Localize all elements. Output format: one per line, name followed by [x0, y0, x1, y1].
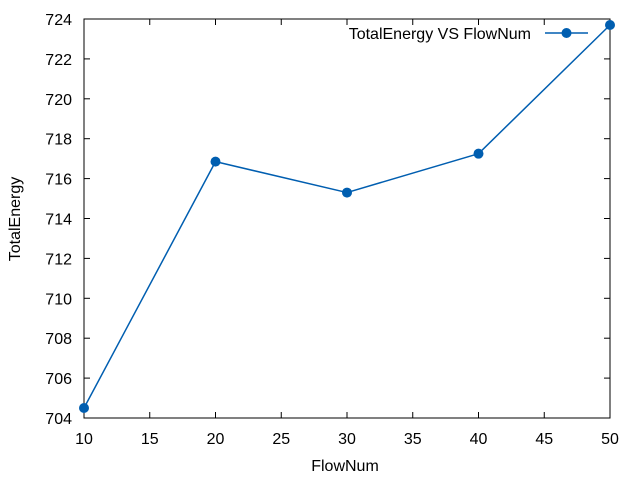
- y-tick-label: 706: [45, 371, 72, 388]
- x-tick-label: 20: [207, 431, 225, 448]
- data-point: [79, 403, 89, 414]
- x-tick-label: 10: [75, 431, 93, 448]
- x-tick-label: 30: [338, 431, 356, 448]
- x-axis-title: FlowNum: [311, 458, 379, 475]
- y-tick-label: 724: [45, 12, 72, 29]
- x-tick-label: 45: [535, 431, 553, 448]
- legend-label: TotalEnergy VS FlowNum: [349, 26, 531, 43]
- x-tick-label: 25: [272, 431, 290, 448]
- data-point: [473, 148, 484, 159]
- y-tick-label: 710: [45, 291, 72, 308]
- axis-ticks: 10 15 20 25 30 35 40 45 50 704 706 708 710 712 714 716 7…: [45, 12, 619, 448]
- y-tick-label: 714: [45, 212, 72, 229]
- y-tick-label: 708: [45, 331, 72, 348]
- data-point: [605, 19, 615, 30]
- data-point: [342, 187, 352, 198]
- x-tick-label: 35: [404, 431, 422, 448]
- legend: TotalEnergy VS FlowNum: [349, 26, 588, 43]
- x-tick-label: 15: [141, 431, 159, 448]
- y-tick-label: 718: [45, 132, 72, 149]
- plot-frame: [83, 18, 611, 419]
- data-point: [210, 156, 221, 167]
- series-line: [83, 24, 611, 409]
- x-tick-label: 40: [470, 431, 488, 448]
- series-group: [79, 19, 615, 414]
- x-tick-label: 50: [601, 431, 619, 448]
- y-axis-title: TotalEnergy: [7, 177, 24, 262]
- y-tick-label: 720: [45, 92, 72, 109]
- legend-marker: [561, 28, 572, 38]
- y-tick-label: 716: [45, 172, 72, 189]
- y-tick-label: 712: [45, 251, 72, 268]
- y-tick-label: 722: [45, 52, 72, 69]
- y-tick-label: 704: [45, 411, 72, 428]
